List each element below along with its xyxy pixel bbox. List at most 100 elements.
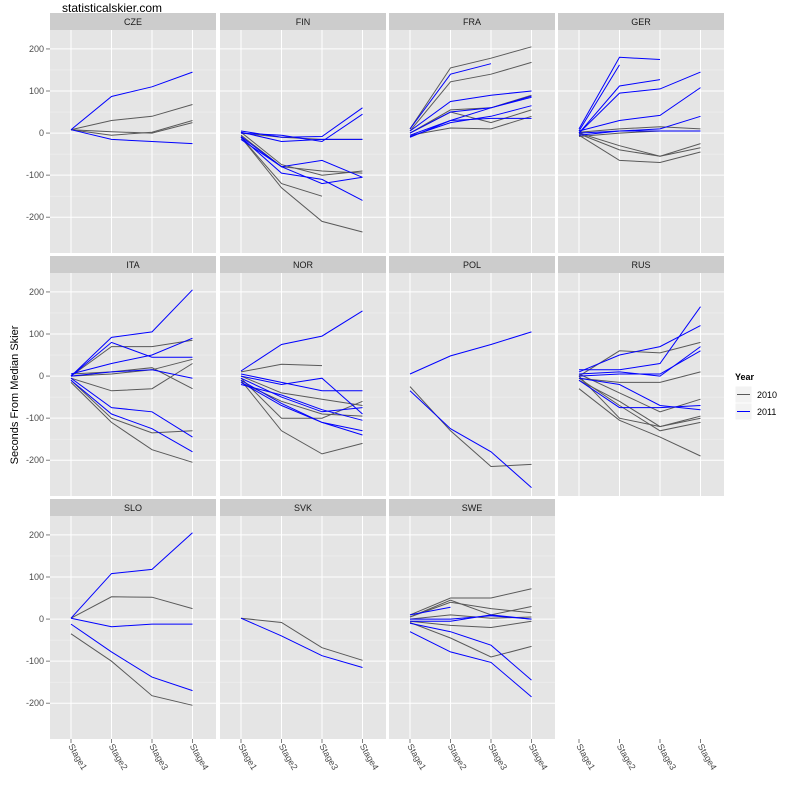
series-line-2011 bbox=[70, 379, 193, 453]
series-line-2010 bbox=[578, 133, 701, 157]
series-line-2011 bbox=[410, 614, 532, 622]
series-line-2010 bbox=[240, 136, 363, 233]
y-tick-label: 0 bbox=[39, 614, 44, 624]
x-tick-label: Stage3 bbox=[317, 742, 340, 772]
facet-title: RUS bbox=[631, 260, 650, 270]
facet-title: NOR bbox=[293, 260, 314, 270]
series-line-2010 bbox=[240, 134, 363, 174]
series-line-2010 bbox=[409, 599, 532, 618]
series-line-2010 bbox=[409, 386, 532, 468]
x-tick-label: Stage2 bbox=[107, 742, 130, 772]
y-tick-label: 100 bbox=[29, 329, 44, 339]
facet-strip bbox=[50, 256, 216, 273]
x-tick-label: Stage1 bbox=[405, 742, 428, 772]
series-line-2010 bbox=[578, 375, 701, 428]
series-line-2011 bbox=[409, 331, 532, 375]
series-line-2010 bbox=[70, 382, 193, 463]
series-line-2010 bbox=[409, 46, 532, 130]
y-tick-label: -100 bbox=[26, 413, 44, 423]
series-line-2011 bbox=[240, 136, 363, 178]
series-line-2011 bbox=[578, 64, 620, 132]
series-line-2011 bbox=[409, 390, 532, 488]
x-tick-label: Stage1 bbox=[574, 742, 597, 772]
y-tick-label: 200 bbox=[29, 44, 44, 54]
facet-strip bbox=[558, 13, 724, 30]
y-tick-label: -100 bbox=[26, 170, 44, 180]
x-tick-label: Stage4 bbox=[188, 742, 211, 772]
facet-title: GER bbox=[631, 17, 651, 27]
series-line-2011 bbox=[409, 96, 532, 134]
series-line-2010 bbox=[240, 131, 363, 176]
series-line-2011 bbox=[240, 381, 363, 436]
series-line-2011 bbox=[409, 117, 532, 138]
y-tick-label: -100 bbox=[26, 656, 44, 666]
series-line-2010 bbox=[578, 132, 701, 157]
series-line-2011 bbox=[240, 310, 363, 372]
x-tick-label: Stage3 bbox=[486, 742, 509, 772]
site-watermark: statisticalskier.com bbox=[62, 1, 163, 15]
x-tick-label: Stage1 bbox=[66, 742, 89, 772]
series-line-2011 bbox=[240, 375, 363, 415]
facet-strip bbox=[220, 499, 386, 516]
series-line-2011 bbox=[578, 325, 701, 373]
facet-title: CZE bbox=[124, 17, 142, 27]
x-tick-label: Stage2 bbox=[615, 742, 638, 772]
series-line-2011 bbox=[70, 369, 193, 379]
series-line-2011 bbox=[240, 373, 363, 392]
series-line-2010 bbox=[70, 379, 193, 434]
series-line-2011 bbox=[70, 289, 193, 377]
panel-background bbox=[558, 273, 724, 496]
series-line-2011 bbox=[240, 384, 363, 421]
series-line-2011 bbox=[70, 617, 193, 628]
y-tick-label: -200 bbox=[26, 698, 44, 708]
series-line-2010 bbox=[240, 379, 363, 455]
series-line-2011 bbox=[240, 136, 363, 201]
series-line-2010 bbox=[240, 136, 323, 197]
series-line-2011 bbox=[579, 306, 701, 371]
series-line-2010 bbox=[409, 620, 532, 629]
panel-background bbox=[558, 30, 724, 253]
series-line-2010 bbox=[578, 371, 701, 383]
series-line-2010 bbox=[70, 633, 193, 706]
series-line-2011 bbox=[409, 631, 532, 698]
series-line-2010 bbox=[578, 126, 701, 133]
series-line-2011 bbox=[70, 129, 193, 145]
facet-strip bbox=[389, 499, 555, 516]
series-line-2010 bbox=[70, 596, 193, 619]
panel-background bbox=[50, 30, 216, 253]
y-tick-label: 200 bbox=[29, 530, 44, 540]
facet-title: SLO bbox=[124, 503, 142, 513]
facet-strip bbox=[389, 256, 555, 273]
series-line-2011 bbox=[70, 532, 193, 619]
series-line-2011 bbox=[240, 377, 363, 413]
series-line-2011 bbox=[409, 622, 532, 681]
series-line-2011 bbox=[578, 87, 701, 132]
x-tick-label: Stage4 bbox=[358, 742, 381, 772]
y-axis-title: Seconds From Median Skier bbox=[9, 325, 21, 464]
series-line-2010 bbox=[70, 358, 193, 377]
series-line-2010 bbox=[70, 363, 193, 392]
x-tick-label: Stage4 bbox=[696, 742, 719, 772]
series-line-2011 bbox=[240, 138, 363, 185]
facet-strip bbox=[50, 13, 216, 30]
y-tick-label: 0 bbox=[39, 371, 44, 381]
series-line-2011 bbox=[409, 90, 532, 132]
y-tick-label: 100 bbox=[29, 572, 44, 582]
panel-background bbox=[50, 273, 216, 496]
facet-title: FRA bbox=[463, 17, 481, 27]
panel-background bbox=[220, 516, 386, 739]
series-line-2010 bbox=[409, 115, 532, 136]
series-line-2011 bbox=[578, 377, 701, 411]
series-line-2011 bbox=[578, 79, 661, 134]
facet-strip bbox=[558, 256, 724, 273]
facet-title: FIN bbox=[296, 17, 311, 27]
facet-title: SWE bbox=[462, 503, 483, 513]
series-line-2010 bbox=[70, 367, 193, 390]
series-line-2010 bbox=[578, 379, 701, 428]
legend-title: Year bbox=[735, 372, 755, 382]
facet-title: ITA bbox=[126, 260, 139, 270]
x-tick-label: Stage2 bbox=[446, 742, 469, 772]
series-line-2011 bbox=[240, 113, 363, 143]
series-line-2011 bbox=[409, 63, 492, 130]
